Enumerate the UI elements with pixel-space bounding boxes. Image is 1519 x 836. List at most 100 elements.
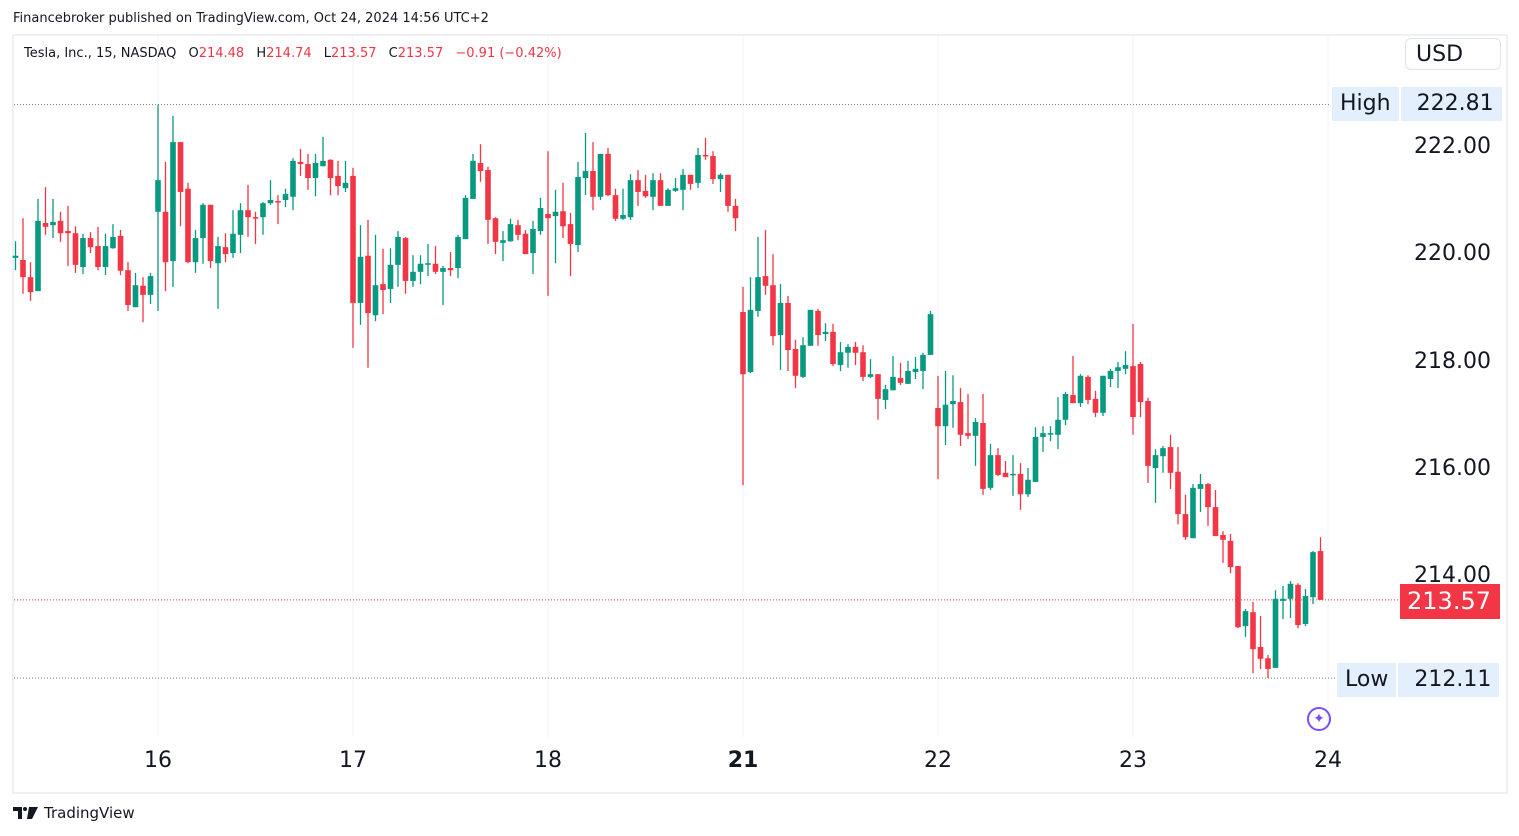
candle-body bbox=[297, 161, 304, 165]
candle-body bbox=[920, 354, 926, 371]
candle-body bbox=[1295, 584, 1301, 626]
candle-body bbox=[162, 211, 169, 263]
candle-body bbox=[425, 263, 431, 265]
candle-body bbox=[852, 346, 859, 353]
candle-body bbox=[80, 238, 86, 267]
candle-down bbox=[657, 173, 664, 206]
candle-body bbox=[627, 180, 634, 218]
candle-body bbox=[822, 331, 829, 334]
candle-down bbox=[1175, 447, 1181, 525]
candle-down bbox=[897, 362, 904, 385]
candle-body bbox=[860, 352, 866, 377]
candle-up bbox=[110, 224, 116, 249]
open-label: O bbox=[188, 46, 199, 61]
candle-body bbox=[1130, 366, 1136, 418]
candle-up bbox=[440, 265, 446, 306]
symbol-name: Tesla, Inc., 15, NASDAQ bbox=[24, 46, 177, 61]
candle-down bbox=[1002, 461, 1009, 478]
sparkle-icon[interactable]: ✦ bbox=[1307, 707, 1331, 731]
candle-up bbox=[357, 225, 364, 325]
candle-up bbox=[200, 203, 206, 264]
candle-body bbox=[357, 256, 364, 303]
candle-up bbox=[372, 234, 379, 322]
candle-body bbox=[57, 220, 64, 234]
candle-up bbox=[470, 153, 476, 199]
candle-up bbox=[417, 255, 424, 285]
candle-body bbox=[230, 233, 236, 254]
price-tick: 214.00 bbox=[1414, 563, 1491, 588]
candle-body bbox=[455, 236, 461, 269]
candle-up bbox=[147, 272, 154, 304]
candle-body bbox=[927, 314, 934, 355]
candle-body bbox=[1055, 419, 1061, 435]
candle-down bbox=[27, 262, 34, 301]
candle-body bbox=[912, 368, 919, 373]
candle-body bbox=[87, 238, 94, 248]
candle-down bbox=[245, 184, 251, 237]
candle-body bbox=[867, 374, 874, 377]
candle-body bbox=[702, 154, 709, 157]
price-tick: 220.00 bbox=[1414, 241, 1491, 266]
candle-up bbox=[822, 323, 829, 341]
candle-down bbox=[875, 374, 881, 420]
candle-down bbox=[830, 323, 836, 367]
candle-body bbox=[635, 180, 641, 192]
candle-body bbox=[710, 156, 716, 180]
low-label: L bbox=[323, 46, 332, 61]
candle-up bbox=[597, 153, 604, 200]
candle-body bbox=[875, 374, 881, 399]
candle-down bbox=[995, 448, 1001, 477]
candle-up bbox=[282, 188, 289, 207]
candle-body bbox=[1220, 534, 1226, 540]
candle-up bbox=[230, 210, 236, 258]
candle-body bbox=[117, 235, 124, 271]
candle-body bbox=[612, 195, 619, 219]
candle-up bbox=[237, 203, 244, 254]
candle-down bbox=[792, 339, 799, 389]
candle-body bbox=[800, 345, 806, 377]
candle-body bbox=[1062, 394, 1069, 420]
price-tick: 216.00 bbox=[1414, 456, 1491, 481]
candle-body bbox=[1265, 658, 1271, 669]
candle-body bbox=[275, 201, 281, 203]
candle-up bbox=[1032, 427, 1039, 482]
candle-body bbox=[1175, 471, 1181, 515]
time-tick: 16 bbox=[144, 748, 172, 773]
candle-up bbox=[500, 231, 506, 262]
candle-down bbox=[335, 160, 341, 196]
candle-up bbox=[1280, 585, 1286, 620]
candle-down bbox=[477, 144, 484, 182]
candle-body bbox=[1250, 612, 1256, 650]
candle-body bbox=[1242, 611, 1249, 627]
candle-body bbox=[507, 224, 514, 242]
currency-button[interactable]: USD bbox=[1405, 38, 1501, 70]
candle-down bbox=[1317, 537, 1324, 600]
candle-body bbox=[522, 233, 529, 255]
candle-body bbox=[995, 455, 1001, 475]
candle-up bbox=[342, 160, 349, 192]
candle-body bbox=[42, 223, 49, 227]
candle-up bbox=[972, 418, 979, 466]
candle-down bbox=[432, 246, 439, 274]
price-tick: 218.00 bbox=[1414, 349, 1491, 374]
candle-body bbox=[387, 264, 394, 289]
candle-body bbox=[290, 160, 296, 197]
candle-body bbox=[1280, 598, 1286, 601]
time-tick: 22 bbox=[924, 748, 952, 773]
candle-up bbox=[1152, 449, 1159, 503]
candle-up bbox=[102, 233, 109, 276]
open-value: 214.48 bbox=[198, 46, 245, 61]
candle-up bbox=[1040, 426, 1046, 452]
candle-body bbox=[770, 285, 776, 337]
candle-body bbox=[20, 260, 26, 278]
candle-up bbox=[987, 443, 994, 490]
candle-up bbox=[320, 136, 326, 167]
candle-body bbox=[1167, 447, 1174, 473]
candle-down bbox=[687, 174, 694, 190]
candle-up bbox=[1122, 351, 1129, 375]
tradingview-logo-icon bbox=[13, 807, 38, 819]
candle-body bbox=[1310, 552, 1316, 598]
candle-body bbox=[755, 277, 761, 311]
low-marker-label: Low bbox=[1337, 663, 1397, 697]
